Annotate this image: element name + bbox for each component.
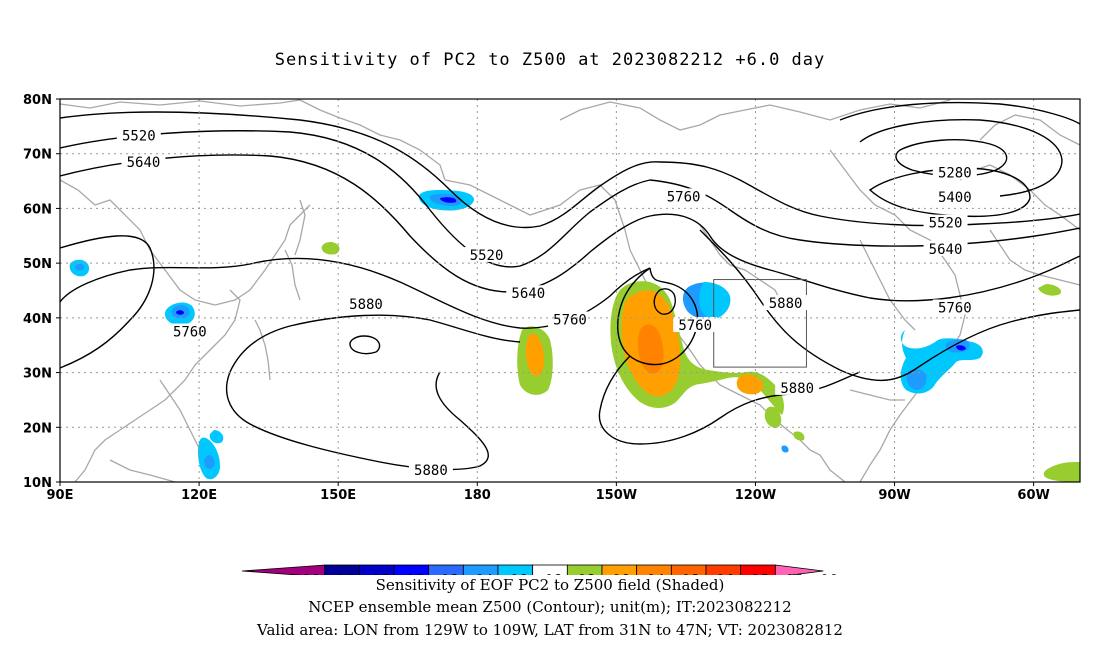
colorbar-level-label: -0.9: [300, 573, 320, 575]
lat-label: 50N: [23, 257, 52, 272]
sensitivity-map: 5520 5640 5520 5640 5760 5880 5760 5880 5760 5880…: [23, 93, 1081, 575]
contour-label-bg: [116, 127, 161, 143]
lat-label: 20N: [23, 421, 52, 436]
colorbar-level-label: 0.2: [579, 573, 595, 575]
contour-label-bg: [763, 295, 808, 311]
lon-label: 60W: [1017, 488, 1049, 503]
caption-contour: NCEP ensemble mean Z500 (Contour); unit(…: [308, 598, 792, 616]
contour-label-bg: [506, 285, 551, 301]
contour-label: 5760: [678, 318, 712, 334]
caption-shading: Sensitivity of EOF PC2 to Z500 field (Sh…: [375, 576, 725, 594]
contour-label-bg: [673, 316, 718, 332]
contour-label: 5520: [470, 248, 504, 264]
lon-label: 150W: [596, 488, 637, 503]
colorbar-level-label: -0.6: [404, 573, 424, 575]
lat-label: 70N: [23, 148, 52, 163]
contour-label-bg: [923, 214, 968, 230]
contour-label-bg: [344, 296, 388, 312]
contour-label-bg: [408, 461, 453, 477]
colorbar: -0.9 -0.8 -0.7 -0.6 -0.5 -0.4 -0.3 -0.2 0.2 0.3 0.…: [241, 564, 837, 575]
colorbar-level-label: -0.2: [542, 573, 562, 575]
lon-label: 150E: [320, 488, 356, 503]
colorbar-level-label: -0.8: [334, 573, 354, 575]
lon-label: 120E: [181, 488, 217, 503]
contour-label-bg: [661, 188, 706, 204]
contour-label-bg: [167, 323, 212, 339]
colorbar-level-label: 0.9: [821, 573, 837, 575]
contour-label: 5760: [938, 300, 972, 316]
contour-labels: 5520 5640 5520 5640 5760 5880 5760 5880 5760 5880…: [116, 127, 977, 479]
contour-label-bg: [464, 246, 509, 262]
caption-valid-area: Valid area: LON from 129W to 109W, LAT f…: [257, 621, 843, 639]
colorbar-level-label: 0.3: [613, 573, 629, 575]
contour-label: 5880: [780, 381, 814, 397]
contour-label: 5880: [349, 297, 383, 313]
sensitivity-shading: [69, 190, 1080, 482]
lat-label: 60N: [23, 202, 52, 217]
contour-label: 5640: [511, 286, 545, 302]
contour-label: 5880: [414, 463, 448, 479]
contour-label-bg: [932, 164, 977, 180]
contour-label: 5760: [173, 325, 207, 341]
colorbar-level-label: -0.3: [508, 573, 528, 575]
contour-label: 5640: [929, 242, 963, 258]
contour-label-bg: [923, 240, 968, 256]
contour-label: 5520: [122, 129, 156, 145]
contour-label-bg: [775, 379, 820, 395]
lat-label: 10N: [23, 476, 52, 491]
lat-label: 80N: [23, 93, 52, 108]
contour-label: 5400: [938, 190, 972, 206]
lon-label: 90W: [878, 488, 910, 503]
z500-contours: [60, 101, 1080, 471]
lon-label: 180: [464, 488, 491, 503]
contour-label: 5640: [127, 155, 161, 171]
lat-label: 30N: [23, 367, 52, 382]
lon-label: 120W: [735, 488, 776, 503]
colorbar-level-label: 0.5: [683, 573, 699, 575]
lat-label: 40N: [23, 312, 52, 327]
contour-label: 5880: [769, 296, 803, 312]
contour-label: 5280: [938, 165, 972, 181]
colorbar-level-label: -0.4: [473, 573, 493, 575]
colorbar-level-label: 0.4: [648, 573, 664, 575]
colorbar-level-label: -0.5: [438, 573, 458, 575]
colorbar-level-label: 0.6: [717, 573, 733, 575]
contour-label-bg: [932, 299, 977, 315]
contour-label: 5520: [929, 216, 963, 232]
lon-label: 90E: [47, 488, 74, 503]
map-frame: [59, 98, 1081, 483]
map-title: Sensitivity of PC2 to Z500 at 2023082212…: [274, 50, 826, 70]
colorbar-level-label: 0.8: [787, 573, 803, 575]
colorbar-level-label: -0.7: [369, 573, 389, 575]
colorbar-level-label: 0.7: [752, 573, 768, 575]
contour-label: 5760: [553, 312, 587, 328]
gridlines: [60, 99, 1080, 482]
contour-label: 5760: [667, 189, 701, 205]
colorbar-swatch: [774, 564, 824, 575]
coastlines: [60, 99, 1080, 482]
contour-label-bg: [548, 311, 592, 327]
contour-label-bg: [932, 188, 977, 204]
contour-label-bg: [121, 153, 166, 169]
